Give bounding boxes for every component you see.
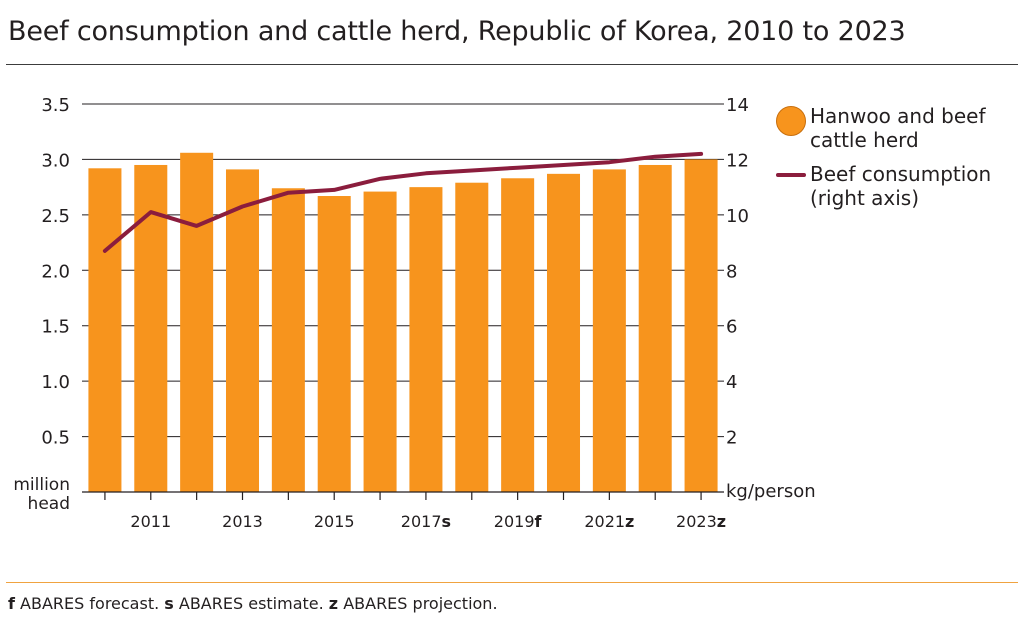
herd-bar bbox=[409, 187, 443, 492]
footnote: f ABARES forecast. s ABARES estimate. z … bbox=[8, 594, 498, 613]
chart: 0.5 1.0 1.5 2.0 2.5 3.0 3.5 2 4 6 8 10 12 14 2011 2013 2… bbox=[13, 95, 816, 531]
left-axis-tick-label: 3.5 bbox=[41, 95, 70, 116]
footnote-text-z: ABARES projection. bbox=[338, 594, 498, 613]
left-axis-tick-label: 0.5 bbox=[41, 428, 70, 449]
herd-bar bbox=[317, 196, 351, 493]
legend-label-herd: Hanwoo and beef cattle herd bbox=[810, 104, 986, 152]
x-axis-tick-label: 2017s bbox=[401, 512, 451, 531]
right-axis-tick-label: 8 bbox=[726, 261, 737, 282]
right-axis-tick-label: 4 bbox=[726, 372, 737, 393]
herd-bar bbox=[180, 152, 214, 492]
herd-bar bbox=[88, 168, 122, 492]
left-axis-tick-label: 3.0 bbox=[41, 150, 70, 171]
left-axis-label-line2: head bbox=[28, 494, 70, 514]
right-axis-label: kg/person bbox=[726, 481, 816, 502]
x-axis-tick-label: 2015 bbox=[314, 512, 355, 531]
herd-bar bbox=[363, 191, 397, 492]
footnote-text-f: ABARES forecast. bbox=[14, 594, 165, 613]
footnote-text-s: ABARES estimate. bbox=[173, 594, 329, 613]
herd-bar bbox=[546, 173, 581, 492]
legend-label-consumption: Beef consumption (right axis) bbox=[810, 162, 992, 210]
herd-bar bbox=[455, 182, 489, 493]
footnote-marker-s: s bbox=[164, 594, 174, 613]
left-axis-tick-label: 2.0 bbox=[41, 261, 70, 282]
x-axis-tick-label: 2023z bbox=[676, 512, 726, 531]
left-axis-tick-label: 1.5 bbox=[41, 317, 70, 338]
x-axis-tick-label: 2011 bbox=[130, 512, 171, 531]
legend-swatch-bar bbox=[776, 106, 806, 136]
title-divider bbox=[6, 64, 1018, 65]
chart-title: Beef consumption and cattle herd, Republ… bbox=[8, 16, 906, 47]
right-axis-tick-label: 14 bbox=[726, 95, 749, 116]
herd-bar bbox=[271, 188, 305, 492]
herd-bar bbox=[592, 169, 626, 493]
x-axis-tick-label: 2019f bbox=[494, 512, 543, 531]
herd-bar bbox=[225, 169, 260, 493]
legend: Hanwoo and beef cattle herd Beef consump… bbox=[776, 104, 1016, 210]
left-axis-tick-label: 1.0 bbox=[41, 372, 70, 393]
footnote-divider bbox=[6, 582, 1018, 583]
herd-bar bbox=[501, 178, 535, 492]
herd-bar bbox=[684, 159, 718, 492]
footnote-marker-f: f bbox=[8, 594, 15, 613]
right-axis-tick-label: 2 bbox=[726, 428, 737, 449]
herd-bar bbox=[638, 164, 672, 492]
consumption-line bbox=[102, 151, 704, 253]
legend-item-consumption: Beef consumption (right axis) bbox=[776, 162, 1016, 210]
right-axis-tick-label: 12 bbox=[726, 150, 749, 171]
legend-item-herd: Hanwoo and beef cattle herd bbox=[776, 104, 1016, 152]
left-axis-tick-label: 2.5 bbox=[41, 206, 70, 227]
left-axis-label-line1: million bbox=[13, 475, 70, 495]
right-axis-tick-label: 10 bbox=[726, 206, 749, 227]
footnote-marker-z: z bbox=[328, 594, 339, 613]
x-axis-tick-label: 2013 bbox=[222, 512, 263, 531]
right-axis-tick-label: 6 bbox=[726, 317, 737, 338]
legend-swatch-line bbox=[776, 173, 806, 177]
x-axis-tick-label: 2021z bbox=[584, 512, 634, 531]
